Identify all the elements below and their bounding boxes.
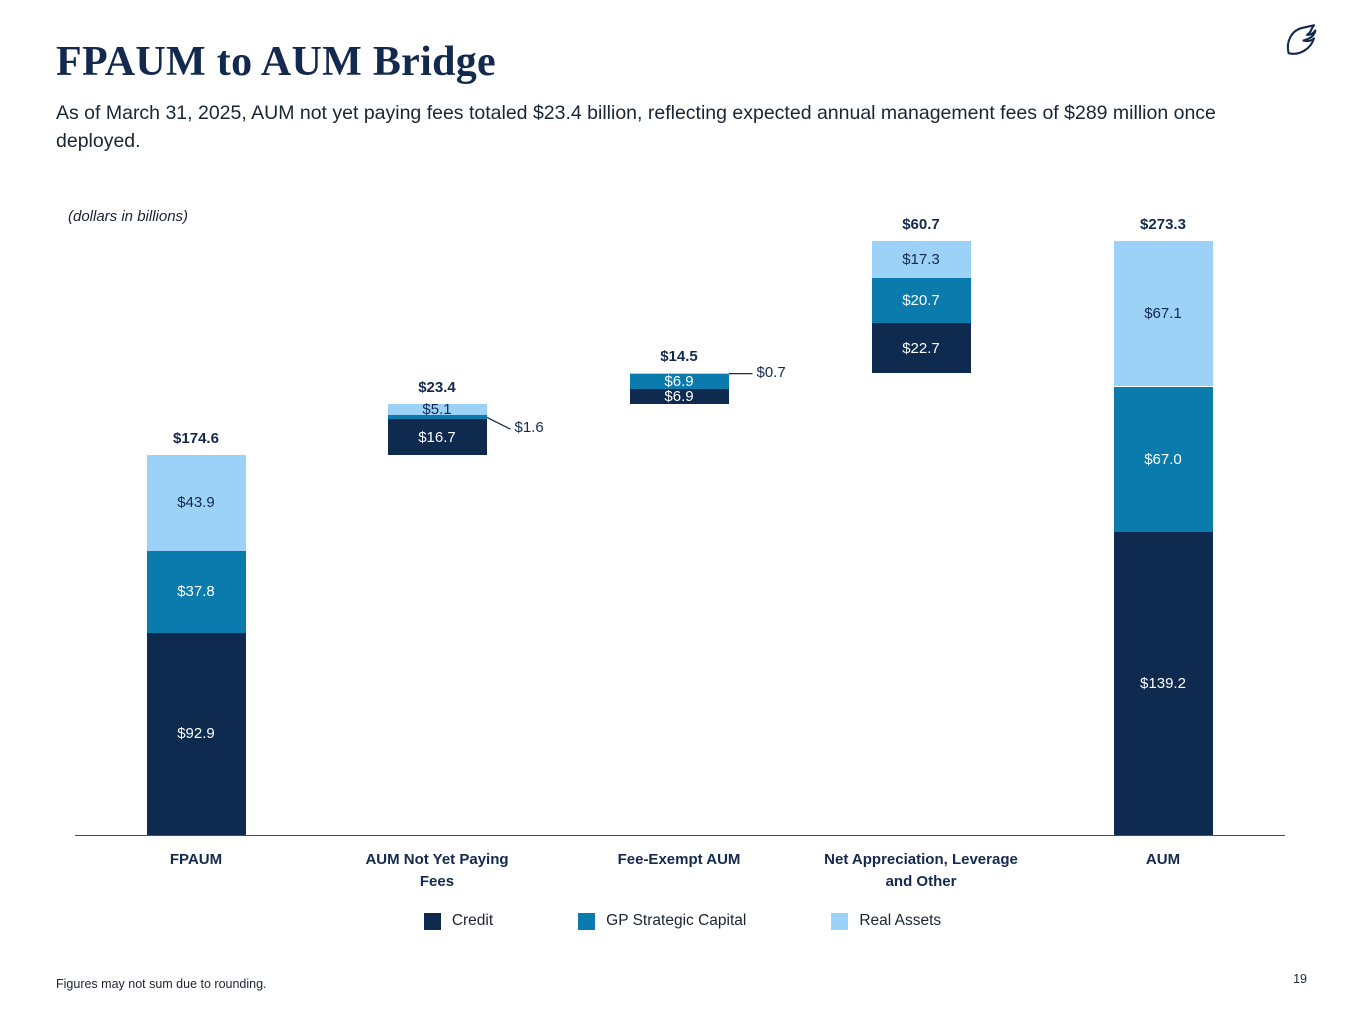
bar-total-label: $14.5 [660, 347, 698, 365]
x-axis-line [75, 835, 1285, 836]
legend-label: Real Assets [859, 912, 942, 929]
legend-label: GP Strategic Capital [606, 912, 747, 929]
bar-segment-real-assets: $17.3 [871, 240, 971, 279]
bar-segment-credit: $139.2 [1113, 532, 1213, 835]
bar-segment-credit: $92.9 [146, 632, 246, 835]
callout-value-label: $0.7 [756, 363, 786, 381]
segment-value-label: $16.7 [418, 428, 456, 446]
segment-value-label: $67.0 [1144, 450, 1182, 468]
owl-logo-icon [1279, 20, 1321, 62]
callout-leader-line [486, 416, 511, 430]
x-axis-label: Net Appreciation, Leverage and Other [824, 851, 1018, 890]
bar-segment-real-assets: $67.1 [1113, 240, 1213, 387]
bar-segment-real-assets: $43.9 [146, 455, 246, 551]
bar-segment-gp-strategic-capital: $37.8 [146, 550, 246, 633]
bar-segment-credit: $22.7 [871, 323, 971, 373]
legend-label: Credit [451, 912, 494, 929]
bar-segment-real-assets [629, 372, 729, 375]
x-axis-label: AUM [1145, 851, 1181, 868]
segment-value-label: $17.3 [902, 251, 940, 269]
bar-segment-real-assets: $5.1 [387, 401, 487, 419]
bar-segment-credit: $16.7 [387, 418, 487, 456]
bar-segment-credit: $6.9 [629, 388, 729, 406]
segment-value-label: $6.9 [664, 373, 694, 391]
page-title: FPAUM to AUM Bridge [56, 39, 496, 85]
bar-total-label: $273.3 [1140, 215, 1186, 233]
segment-value-label: $43.9 [177, 494, 215, 512]
segment-value-label: $22.7 [902, 339, 940, 357]
legend-swatch-icon [423, 912, 441, 930]
bar-total-label: $174.6 [173, 430, 219, 448]
legend-item-real-assets: Real Assets [831, 912, 941, 930]
bar-segment-gp-strategic-capital: $20.7 [871, 278, 971, 324]
bar-total-label: $23.4 [418, 379, 456, 397]
segment-value-label: $20.7 [902, 292, 940, 310]
segment-value-label: $92.9 [177, 725, 215, 743]
segment-value-label: $5.1 [422, 401, 452, 419]
x-axis-label: AUM Not Yet Paying Fees [365, 851, 509, 890]
legend-item-credit: Credit [423, 912, 494, 930]
page-number: 19 [1293, 972, 1307, 986]
x-axis-label: Fee-Exempt AUM [617, 851, 741, 868]
legend-item-gp-strategic-capital: GP Strategic Capital [578, 912, 746, 930]
segment-value-label: $6.9 [664, 388, 694, 406]
bar-total-label: $60.7 [902, 215, 940, 233]
bar-segment-gp-strategic-capital: $6.9 [629, 373, 729, 391]
legend-swatch-icon [831, 912, 849, 930]
chart-legend: Credit GP Strategic Capital Real Assets [0, 912, 1365, 930]
footnote: Figures may not sum due to rounding. [56, 977, 267, 991]
units-note: (dollars in billions) [68, 208, 189, 225]
x-axis-label: FPAUM [169, 851, 223, 868]
segment-value-label: $139.2 [1140, 675, 1186, 693]
segment-value-label: $37.8 [177, 583, 215, 601]
page-subtitle: As of March 31, 2025, AUM not yet paying… [56, 102, 1216, 152]
bar-segment-gp-strategic-capital: $67.0 [1113, 386, 1213, 533]
segment-value-label: $67.1 [1144, 305, 1182, 323]
bar-segment-gp-strategic-capital [387, 415, 487, 419]
callout-value-label: $1.6 [514, 419, 544, 437]
legend-swatch-icon [578, 912, 596, 930]
